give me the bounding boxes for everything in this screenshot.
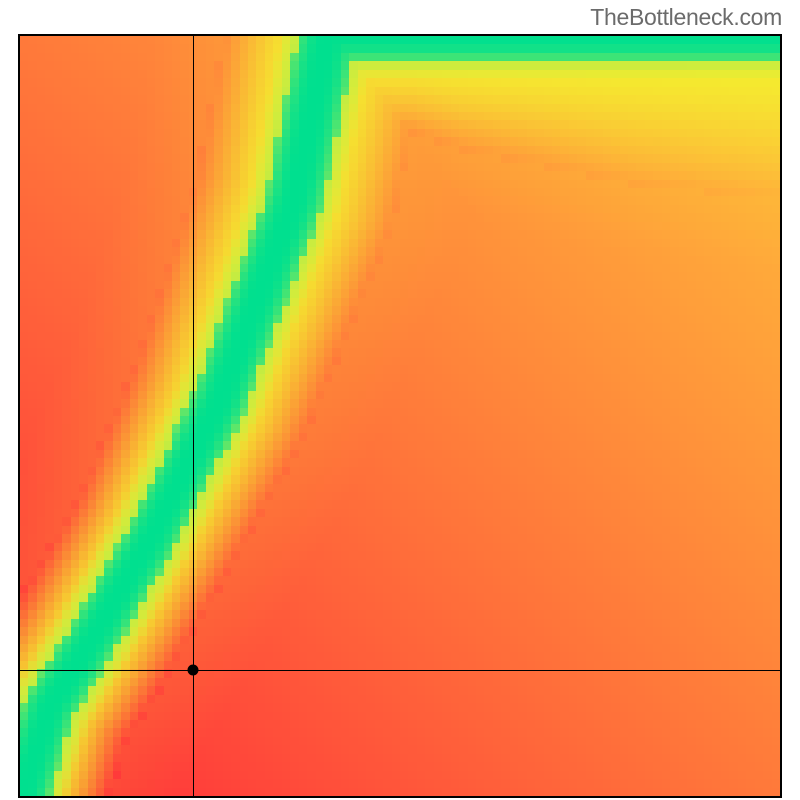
crosshair-vertical <box>193 36 194 796</box>
attribution-text: TheBottleneck.com <box>590 4 782 31</box>
page-container: TheBottleneck.com <box>0 0 800 800</box>
selection-marker <box>187 664 198 675</box>
crosshair-horizontal <box>20 670 780 671</box>
heatmap-canvas <box>20 36 780 796</box>
heatmap-plot <box>18 34 782 798</box>
